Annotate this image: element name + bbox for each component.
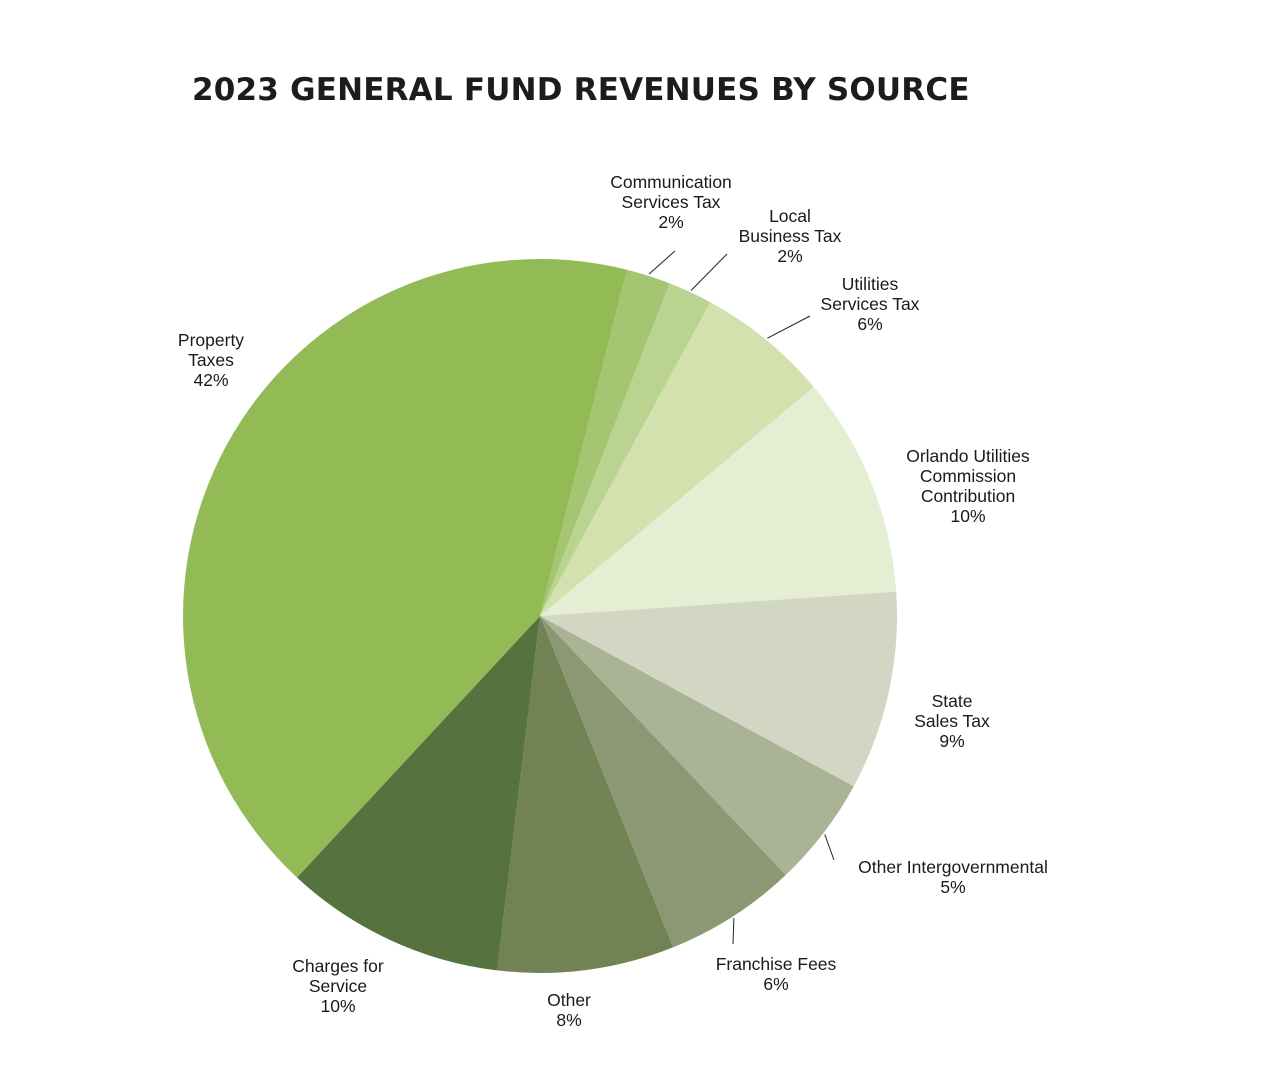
slice-value-label: 8% — [556, 1010, 581, 1030]
slice-label-text: State — [932, 691, 973, 711]
pie-slice-utilities-services-tax — [540, 302, 814, 616]
slice-value-label: 10% — [320, 996, 355, 1016]
pie-slice-local-business-tax — [540, 283, 711, 616]
slice-value-label: 10% — [950, 506, 985, 526]
slice-value-label: 9% — [939, 731, 964, 751]
pie-slice-other — [497, 616, 674, 973]
leader-line — [690, 253, 728, 291]
slice-label-text: Utilities — [842, 274, 899, 294]
pie-slice-property-taxes — [182, 259, 627, 878]
pie-slice-franchise-fees — [540, 616, 786, 948]
leader-line — [648, 250, 676, 275]
slice-label-text: Franchise Fees — [716, 954, 837, 974]
slice-label-text: Services Tax — [821, 294, 920, 314]
leader-line — [732, 918, 735, 945]
slice-label-text: Charges for — [292, 956, 384, 976]
slice-label-text: Business Tax — [739, 226, 842, 246]
slice-label-text: Contribution — [921, 486, 1015, 506]
slice-label-text: Other — [547, 990, 591, 1010]
slice-label-text: Local — [769, 206, 811, 226]
pie-slice-orlando-utilities-commission-contribution — [540, 387, 897, 616]
slice-value-label: 5% — [940, 877, 965, 897]
slice-label-text: Service — [309, 976, 367, 996]
leader-line — [767, 315, 811, 339]
pie-slice-state-sales-tax — [540, 591, 897, 787]
slice-label-text: Orlando Utilities — [906, 446, 1030, 466]
leader-line — [824, 834, 835, 861]
slice-label-text: Services Tax — [622, 192, 721, 212]
slice-value-label: 6% — [857, 314, 882, 334]
slice-label: Orlando UtilitiesCommissionContribution1… — [906, 446, 1030, 526]
slice-label-text: Commission — [920, 466, 1016, 486]
slice-value-label: 42% — [193, 370, 228, 390]
chart-title: 2023 GENERAL FUND REVENUES BY SOURCE — [192, 72, 970, 108]
pie-slice-charges-for-service — [296, 616, 540, 971]
slice-label-text: Taxes — [188, 350, 234, 370]
slice-label-text: Sales Tax — [914, 711, 990, 731]
slice-label-text: Other Intergovernmental — [858, 857, 1048, 877]
pie-slice-communication-services-tax — [540, 269, 670, 616]
pie-slice-other-intergovernmental — [540, 616, 854, 875]
slice-value-label: 6% — [763, 974, 788, 994]
slice-label-text: Communication — [610, 172, 732, 192]
slice-label-text: Property — [178, 330, 244, 350]
slice-value-label: 2% — [777, 246, 802, 266]
slice-value-label: 2% — [658, 212, 683, 232]
